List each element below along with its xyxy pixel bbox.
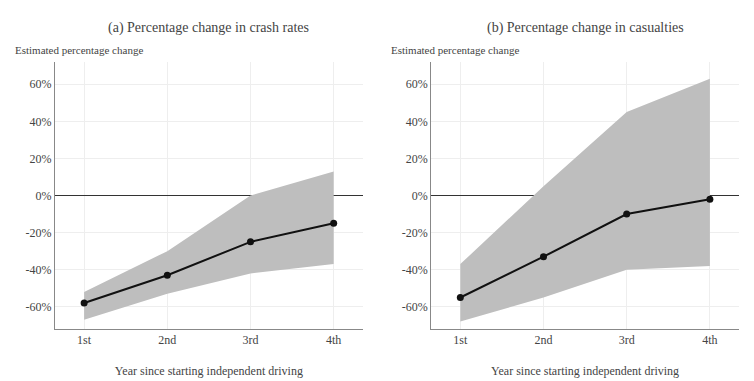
svg-text:0%: 0% <box>36 189 52 203</box>
svg-text:Estimated percentage change: Estimated percentage change <box>391 44 519 56</box>
svg-text:20%: 20% <box>30 152 52 166</box>
svg-text:60%: 60% <box>406 77 428 91</box>
svg-text:-60%: -60% <box>402 300 428 314</box>
svg-text:-40%: -40% <box>402 263 428 277</box>
svg-text:2nd: 2nd <box>158 333 176 347</box>
svg-text:Estimated percentage change: Estimated percentage change <box>15 44 143 56</box>
svg-text:-60%: -60% <box>26 300 52 314</box>
svg-text:Year since starting independen: Year since starting independent driving <box>491 364 679 378</box>
svg-text:1st: 1st <box>453 333 468 347</box>
svg-text:4th: 4th <box>702 333 717 347</box>
svg-text:20%: 20% <box>406 152 428 166</box>
svg-text:2nd: 2nd <box>535 333 553 347</box>
svg-text:40%: 40% <box>30 115 52 129</box>
svg-text:-20%: -20% <box>402 226 428 240</box>
svg-text:(b) Percentage change in casua: (b) Percentage change in casualties <box>487 20 684 36</box>
svg-text:60%: 60% <box>30 77 52 91</box>
svg-text:0%: 0% <box>412 189 428 203</box>
svg-text:40%: 40% <box>406 115 428 129</box>
svg-text:3rd: 3rd <box>242 333 258 347</box>
svg-text:(a) Percentage change in crash: (a) Percentage change in crash rates <box>108 20 309 36</box>
svg-text:3rd: 3rd <box>619 333 635 347</box>
svg-text:4th: 4th <box>326 333 341 347</box>
svg-text:-20%: -20% <box>26 226 52 240</box>
svg-text:-40%: -40% <box>26 263 52 277</box>
svg-text:1st: 1st <box>77 333 92 347</box>
svg-text:Year since starting independen: Year since starting independent driving <box>115 364 303 378</box>
